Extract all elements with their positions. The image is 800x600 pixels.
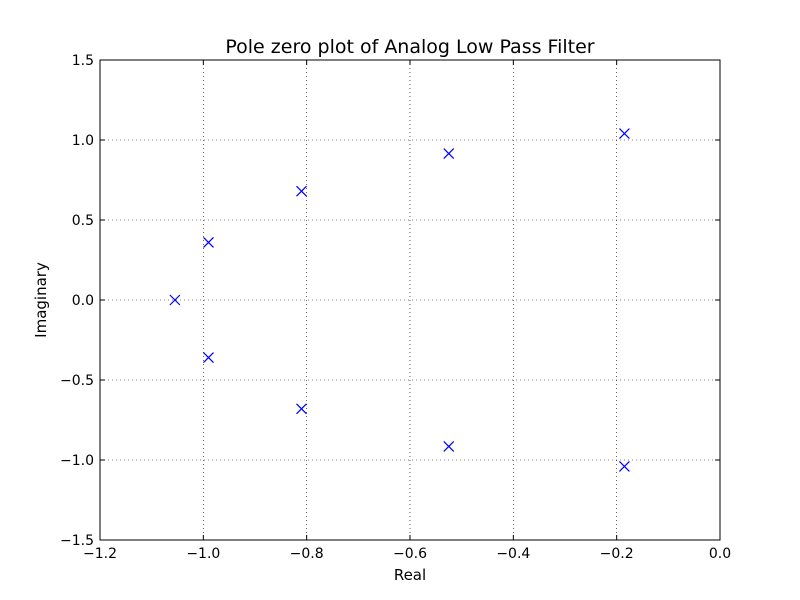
x-tick-label: −0.4 — [496, 546, 530, 562]
x-axis-label: Real — [394, 566, 426, 584]
y-axis-label: Imaginary — [32, 262, 50, 338]
x-tick-label: 0.0 — [709, 546, 731, 562]
y-tick-labels: −1.5 −1.0 −0.5 0.0 0.5 1.0 1.5 — [60, 53, 94, 549]
pole-marker — [443, 148, 455, 160]
y-tick-label: 1.5 — [72, 53, 94, 69]
pole-marker — [203, 236, 214, 248]
y-tick-label: 1.0 — [72, 133, 94, 149]
pole-marker — [296, 185, 307, 197]
pole-marker — [169, 294, 181, 306]
x-tick-label: −0.2 — [600, 546, 634, 562]
tick-marks — [99, 59, 721, 541]
x-tick-label: −1.2 — [83, 546, 117, 562]
y-tick-label: −1.5 — [60, 533, 94, 549]
y-tick-label: −1.0 — [60, 453, 94, 469]
pole-marker — [618, 128, 630, 140]
grid-lines — [100, 60, 720, 540]
y-tick-label: 0.5 — [72, 213, 94, 229]
pole-marker — [618, 460, 630, 472]
pole-marker — [443, 440, 455, 452]
y-tick-label: −0.5 — [60, 373, 94, 389]
x-tick-label: −0.8 — [290, 546, 324, 562]
x-tick-label: −1.0 — [186, 546, 220, 562]
pole-marker — [203, 352, 214, 364]
plot-frame — [99, 59, 721, 541]
x-tick-labels: −1.2 −1.0 −0.8 −0.6 −0.4 −0.2 0.0 — [83, 546, 731, 562]
x-tick-label: −0.6 — [393, 546, 427, 562]
chart-title: Pole zero plot of Analog Low Pass Filter — [225, 36, 594, 58]
pole-marker — [296, 403, 307, 415]
y-tick-label: 0.0 — [72, 293, 94, 309]
pole-markers — [169, 128, 630, 472]
